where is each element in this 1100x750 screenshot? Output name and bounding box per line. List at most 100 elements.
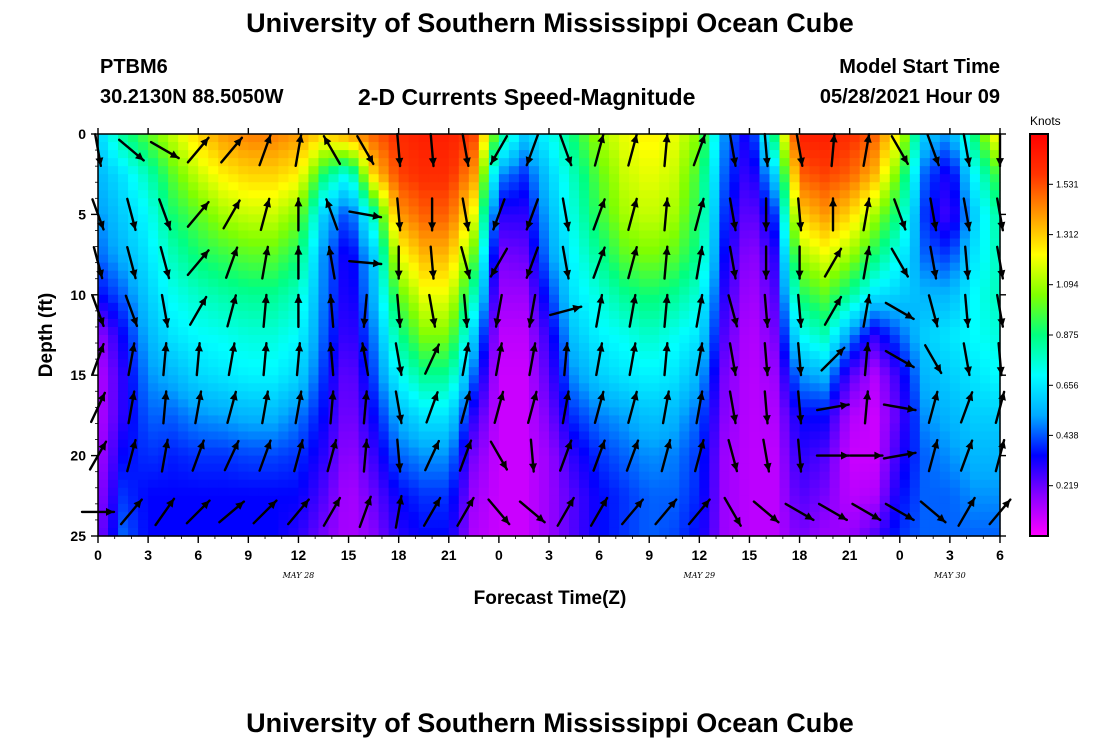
heatmap-cell <box>989 415 1001 425</box>
heatmap-cell <box>228 407 239 416</box>
heatmap-cell <box>829 294 841 304</box>
heatmap-cell <box>188 158 199 167</box>
heatmap-cell <box>468 222 480 232</box>
heatmap-cell <box>158 471 169 481</box>
heatmap-cell <box>659 503 670 513</box>
heatmap-cell <box>178 182 189 191</box>
heatmap-cell <box>569 262 580 272</box>
heatmap-cell <box>198 190 209 199</box>
heatmap-cell <box>929 343 941 352</box>
heatmap-cell <box>318 326 330 336</box>
heatmap-cell <box>508 286 520 296</box>
heatmap-cell <box>298 511 310 521</box>
heatmap-cell <box>268 343 279 352</box>
heatmap-cell <box>829 471 841 481</box>
heatmap-cell <box>358 431 370 441</box>
heatmap-cell <box>458 182 470 191</box>
heatmap-cell <box>939 206 951 215</box>
heatmap-cell <box>168 407 179 416</box>
heatmap-cell <box>488 134 500 143</box>
heatmap-cell <box>719 431 730 441</box>
heatmap-cell <box>759 150 771 159</box>
heatmap-cell <box>569 343 580 352</box>
heatmap-cell <box>809 447 821 457</box>
heatmap-cell <box>809 262 821 272</box>
heatmap-cell <box>619 182 630 191</box>
heatmap-cell <box>268 318 279 328</box>
heatmap-cell <box>779 222 791 232</box>
heatmap-cell <box>859 343 871 352</box>
heatmap-cell <box>629 495 640 505</box>
heatmap-cell <box>579 383 590 392</box>
heatmap-cell <box>779 391 791 400</box>
heatmap-cell <box>599 343 610 352</box>
heatmap-cell <box>238 326 249 336</box>
heatmap-cell <box>498 222 510 232</box>
heatmap-cell <box>979 527 991 537</box>
heatmap-cell <box>769 519 781 529</box>
heatmap-cell <box>118 415 129 425</box>
heatmap-cell <box>428 407 440 416</box>
heatmap-cell <box>979 142 991 151</box>
heatmap-cell <box>619 423 630 433</box>
heatmap-cell <box>639 487 650 497</box>
heatmap-cell <box>378 134 390 143</box>
heatmap-cell <box>508 222 520 232</box>
direction-arrow <box>525 198 539 231</box>
heatmap-cell <box>298 463 310 473</box>
heatmap-cell <box>809 254 821 264</box>
direction-arrow <box>362 438 370 473</box>
heatmap-cell <box>819 246 831 256</box>
heatmap-cell <box>579 455 590 465</box>
heatmap-cell <box>448 158 460 167</box>
heatmap-cell <box>278 439 290 449</box>
heatmap-cell <box>298 503 310 513</box>
heatmap-cell <box>298 310 310 320</box>
heatmap-cell <box>508 383 520 392</box>
heatmap-cell <box>398 423 410 433</box>
heatmap-cell <box>879 383 891 392</box>
heatmap-cell <box>108 158 119 167</box>
heatmap-cell <box>979 463 991 473</box>
heatmap-cell <box>979 487 991 497</box>
heatmap-cell <box>809 415 821 425</box>
heatmap-cell <box>949 254 961 264</box>
heatmap-cell <box>208 439 219 449</box>
heatmap-cell <box>438 190 450 199</box>
heatmap-cell <box>569 286 580 296</box>
heatmap-cell <box>148 383 159 392</box>
heatmap-cell <box>438 270 450 280</box>
heatmap-cell <box>218 270 229 280</box>
heatmap-cell <box>789 182 801 191</box>
heatmap-cell <box>248 142 259 151</box>
heatmap-cell <box>248 206 259 215</box>
heatmap-cell <box>969 479 981 489</box>
heatmap-cell <box>899 415 911 425</box>
heatmap-cell <box>228 182 239 191</box>
heatmap-cell <box>218 519 229 529</box>
heatmap-cell <box>368 351 380 360</box>
heatmap-cell <box>549 423 560 433</box>
heatmap-cell <box>959 359 971 368</box>
heatmap-cell <box>198 391 209 400</box>
heatmap-cell <box>579 439 590 449</box>
heatmap-cell <box>549 222 560 232</box>
heatmap-cell <box>949 206 961 215</box>
heatmap-cell <box>989 310 1001 320</box>
heatmap-cell <box>328 487 340 497</box>
heatmap-cell <box>468 359 480 368</box>
heatmap-cell <box>388 134 400 143</box>
heatmap-cell <box>448 399 460 408</box>
heatmap-cell <box>599 383 610 392</box>
heatmap-cell <box>128 487 139 497</box>
heatmap-cell <box>619 439 630 449</box>
heatmap-cell <box>589 487 600 497</box>
heatmap-cell <box>989 399 1001 408</box>
heatmap-cell <box>258 182 269 191</box>
heatmap-cell <box>569 463 580 473</box>
heatmap-cell <box>458 278 470 288</box>
heatmap-cell <box>198 455 209 465</box>
heatmap-cell <box>408 206 420 215</box>
heatmap-cell <box>208 391 219 400</box>
heatmap-cell <box>228 423 239 433</box>
